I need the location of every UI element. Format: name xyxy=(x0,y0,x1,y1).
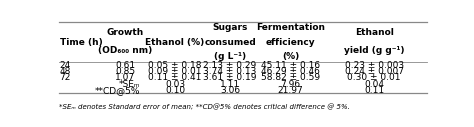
Text: Growth: Growth xyxy=(107,28,144,37)
Text: 1.11: 1.11 xyxy=(220,80,240,89)
Text: Sugars: Sugars xyxy=(212,23,248,33)
Text: 0.11 ± 0.41: 0.11 ± 0.41 xyxy=(148,73,201,82)
Text: 0.30 ± 0.01: 0.30 ± 0.01 xyxy=(347,73,401,82)
Text: 0.03: 0.03 xyxy=(165,80,185,89)
Text: 46.29 ± 0.46: 46.29 ± 0.46 xyxy=(261,67,320,76)
Text: 3.61 ± 0.19: 3.61 ± 0.19 xyxy=(203,73,257,82)
Text: 24: 24 xyxy=(60,61,71,70)
Text: (%): (%) xyxy=(282,52,299,61)
Text: Fermentation: Fermentation xyxy=(256,23,325,33)
Text: 0.10: 0.10 xyxy=(165,86,185,95)
Text: *SEₘ: *SEₘ xyxy=(118,80,140,89)
Text: 0.61: 0.61 xyxy=(115,61,136,70)
Text: 0.24 ± 0.007: 0.24 ± 0.007 xyxy=(345,67,403,76)
Text: 0.11: 0.11 xyxy=(364,86,384,95)
Text: 0.09 ± 0.01: 0.09 ± 0.01 xyxy=(148,67,202,76)
Text: (OD₆₀₀ nm): (OD₆₀₀ nm) xyxy=(98,46,153,55)
Text: 3.06: 3.06 xyxy=(220,86,240,95)
Text: consumed: consumed xyxy=(204,38,256,47)
Text: 21.97: 21.97 xyxy=(278,86,303,95)
Text: Time (h): Time (h) xyxy=(60,38,102,47)
Text: yield (g g⁻¹): yield (g g⁻¹) xyxy=(344,46,404,55)
Text: 72: 72 xyxy=(60,73,71,82)
Text: 3.74 ± 0.13: 3.74 ± 0.13 xyxy=(203,67,257,76)
Text: **CD@5%: **CD@5% xyxy=(95,86,140,95)
Text: 0.05 ± 0.18: 0.05 ± 0.18 xyxy=(148,61,202,70)
Text: 0.04: 0.04 xyxy=(364,80,384,89)
Text: efficiency: efficiency xyxy=(266,38,316,47)
Text: 1.07: 1.07 xyxy=(115,73,136,82)
Text: (g L⁻¹): (g L⁻¹) xyxy=(214,52,246,61)
Text: Ethanol: Ethanol xyxy=(355,28,393,37)
Text: 0.23 ± 0.003: 0.23 ± 0.003 xyxy=(345,61,404,70)
Text: 45.11 ± 0.16: 45.11 ± 0.16 xyxy=(261,61,320,70)
Text: 48: 48 xyxy=(60,67,71,76)
Text: 0.85: 0.85 xyxy=(115,67,136,76)
Text: *SEₘ denotes Standard error of mean; **CD@5% denotes critical difference @ 5%.: *SEₘ denotes Standard error of mean; **C… xyxy=(59,104,350,110)
Text: 2.13 ± 0.29: 2.13 ± 0.29 xyxy=(203,61,257,70)
Text: 58.82 ± 0.59: 58.82 ± 0.59 xyxy=(261,73,320,82)
Text: 7.96: 7.96 xyxy=(281,80,301,89)
Text: Ethanol (%): Ethanol (%) xyxy=(146,38,205,47)
